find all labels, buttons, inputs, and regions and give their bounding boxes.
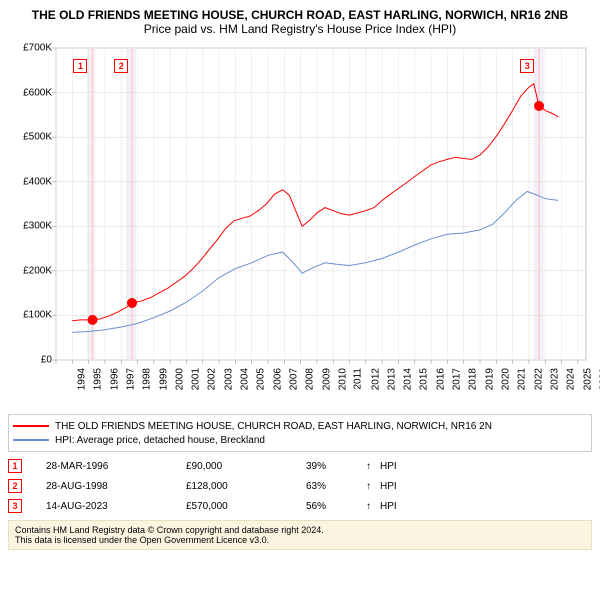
chart-marker-box: 3 <box>520 59 534 73</box>
chart-title-line1: THE OLD FRIENDS MEETING HOUSE, CHURCH RO… <box>8 8 592 22</box>
legend-swatch <box>13 425 49 427</box>
chart-area: £0 £100K £200K £300K £400K £500K £600K £700K 19… <box>8 40 592 410</box>
x-axis-label: 2012 <box>370 368 381 390</box>
x-axis-label: 2014 <box>402 368 413 390</box>
x-axis-label: 2015 <box>419 368 430 390</box>
x-axis-label: 2016 <box>435 368 446 390</box>
legend-label: THE OLD FRIENDS MEETING HOUSE, CHURCH RO… <box>55 421 492 432</box>
data-table: 1 28-MAR-1996 £90,000 39% ↑ HPI 2 28-AUG… <box>8 456 592 516</box>
x-axis-label: 1995 <box>93 368 104 390</box>
x-axis-label: 2025 <box>582 368 593 390</box>
x-axis-label: 2005 <box>256 368 267 390</box>
chart-svg <box>8 40 592 410</box>
x-axis-label: 2009 <box>321 368 332 390</box>
y-axis-label: £200K <box>23 265 52 276</box>
footer-attribution: Contains HM Land Registry data © Crown c… <box>8 520 592 550</box>
y-axis-label: £300K <box>23 221 52 232</box>
x-axis-label: 2011 <box>353 368 364 390</box>
x-axis-label: 2001 <box>190 368 201 390</box>
row-marker: 3 <box>8 499 22 513</box>
x-axis-label: 2019 <box>484 368 495 390</box>
legend-item: HPI: Average price, detached house, Brec… <box>13 433 587 447</box>
y-axis-label: £500K <box>23 132 52 143</box>
x-axis-label: 1999 <box>158 368 169 390</box>
table-row: 3 14-AUG-2023 £570,000 56% ↑ HPI <box>8 496 592 516</box>
row-price: £90,000 <box>186 461 306 472</box>
arrow-up-icon: ↑ <box>366 481 380 492</box>
legend-item: THE OLD FRIENDS MEETING HOUSE, CHURCH RO… <box>13 419 587 433</box>
row-price: £128,000 <box>186 481 306 492</box>
row-price: £570,000 <box>186 501 306 512</box>
x-axis-label: 2007 <box>288 368 299 390</box>
x-axis-label: 1998 <box>141 368 152 390</box>
row-marker: 1 <box>8 459 22 473</box>
table-row: 2 28-AUG-1998 £128,000 63% ↑ HPI <box>8 476 592 496</box>
x-axis-label: 2018 <box>468 368 479 390</box>
x-axis-label: 2000 <box>174 368 185 390</box>
row-pct: 39% <box>306 461 366 472</box>
x-axis-label: 2003 <box>223 368 234 390</box>
x-axis-label: 1994 <box>76 368 87 390</box>
chart-marker-box: 1 <box>73 59 87 73</box>
x-axis-label: 2017 <box>451 368 462 390</box>
legend-label: HPI: Average price, detached house, Brec… <box>55 435 265 446</box>
y-axis-label: £100K <box>23 310 52 321</box>
x-axis-label: 2004 <box>239 368 250 390</box>
x-axis-label: 2008 <box>305 368 316 390</box>
chart-marker-box: 2 <box>114 59 128 73</box>
row-hpi: HPI <box>380 461 397 472</box>
x-axis-label: 2013 <box>386 368 397 390</box>
legend-swatch <box>13 439 49 441</box>
arrow-up-icon: ↑ <box>366 461 380 472</box>
legend: THE OLD FRIENDS MEETING HOUSE, CHURCH RO… <box>8 414 592 452</box>
y-axis-label: £0 <box>41 355 52 366</box>
row-date: 28-AUG-1998 <box>46 481 186 492</box>
x-axis-label: 2024 <box>565 368 576 390</box>
table-row: 1 28-MAR-1996 £90,000 39% ↑ HPI <box>8 456 592 476</box>
x-axis-label: 2010 <box>337 368 348 390</box>
arrow-up-icon: ↑ <box>366 501 380 512</box>
x-axis-label: 2020 <box>500 368 511 390</box>
row-date: 14-AUG-2023 <box>46 501 186 512</box>
x-axis-label: 2002 <box>207 368 218 390</box>
row-hpi: HPI <box>380 481 397 492</box>
x-axis-label: 2021 <box>517 368 528 390</box>
footer-line1: Contains HM Land Registry data © Crown c… <box>15 525 585 535</box>
x-axis-label: 2023 <box>549 368 560 390</box>
y-axis-label: £700K <box>23 43 52 54</box>
x-axis-label: 1997 <box>125 368 136 390</box>
row-marker: 2 <box>8 479 22 493</box>
chart-title-line2: Price paid vs. HM Land Registry's House … <box>8 22 592 36</box>
x-axis-label: 2006 <box>272 368 283 390</box>
row-hpi: HPI <box>380 501 397 512</box>
row-pct: 63% <box>306 481 366 492</box>
y-axis-label: £400K <box>23 176 52 187</box>
x-axis-label: 2022 <box>533 368 544 390</box>
row-pct: 56% <box>306 501 366 512</box>
y-axis-label: £600K <box>23 87 52 98</box>
x-axis-label: 1996 <box>109 368 120 390</box>
footer-line2: This data is licensed under the Open Gov… <box>15 535 585 545</box>
row-date: 28-MAR-1996 <box>46 461 186 472</box>
